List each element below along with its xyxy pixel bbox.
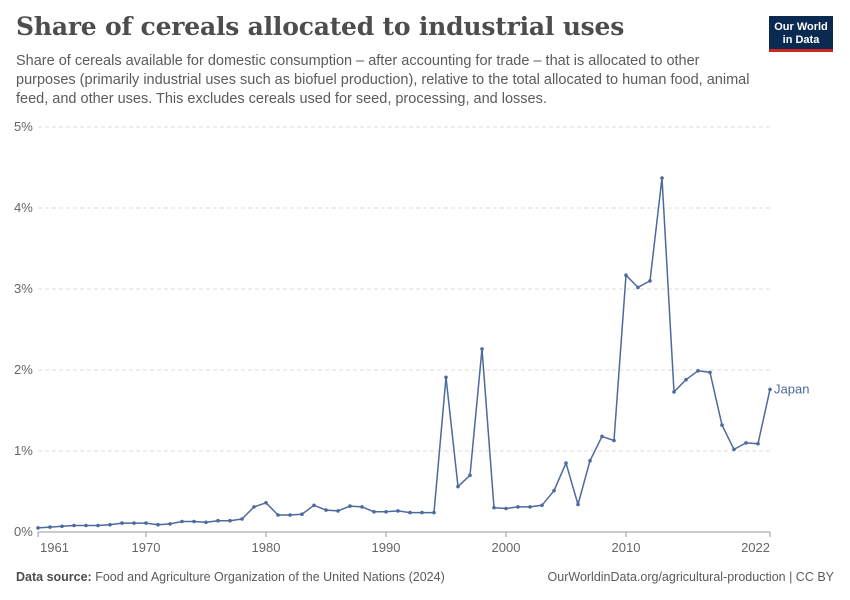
line-chart: 0% 1% 2% 3% 4% 5% 1961 1970 1980 1990 2000 2010 202… bbox=[14, 119, 809, 555]
data-point[interactable] bbox=[252, 505, 256, 509]
series-layer: Japan bbox=[36, 176, 809, 530]
logo-line-1: Our World bbox=[774, 21, 828, 33]
data-point[interactable] bbox=[516, 505, 520, 509]
data-point[interactable] bbox=[720, 423, 724, 427]
data-point[interactable] bbox=[732, 447, 736, 452]
logo-line-2: in Data bbox=[782, 34, 820, 46]
data-point[interactable] bbox=[504, 506, 508, 511]
data-point[interactable] bbox=[324, 508, 328, 512]
y-tick-label: 2% bbox=[14, 362, 33, 377]
data-point[interactable] bbox=[612, 438, 616, 443]
data-point[interactable] bbox=[168, 522, 172, 526]
data-point[interactable] bbox=[156, 522, 160, 527]
data-point[interactable] bbox=[276, 513, 280, 517]
data-point[interactable] bbox=[588, 458, 592, 463]
data-point[interactable] bbox=[480, 347, 484, 351]
grid-lines bbox=[38, 126, 770, 533]
y-tick-label: 3% bbox=[14, 281, 33, 296]
data-point[interactable] bbox=[240, 517, 244, 521]
data-point[interactable] bbox=[708, 370, 712, 375]
x-tick-label: 2022 bbox=[741, 540, 770, 555]
data-point[interactable] bbox=[420, 510, 424, 515]
series-line-japan bbox=[37, 177, 771, 529]
data-point[interactable] bbox=[648, 279, 652, 283]
data-source: Data source: Food and Agriculture Organi… bbox=[16, 570, 445, 584]
data-point[interactable] bbox=[660, 176, 664, 180]
data-point[interactable] bbox=[216, 518, 220, 523]
data-point[interactable] bbox=[396, 509, 400, 513]
data-point[interactable] bbox=[72, 523, 76, 528]
data-point[interactable] bbox=[528, 505, 532, 509]
data-point[interactable] bbox=[132, 521, 136, 525]
data-point[interactable] bbox=[540, 503, 544, 508]
data-point[interactable] bbox=[96, 523, 100, 528]
y-axis-ticks: 0% 1% 2% 3% 4% 5% bbox=[14, 119, 33, 539]
data-point[interactable] bbox=[84, 523, 88, 528]
data-point[interactable] bbox=[696, 369, 700, 373]
data-source-text: Food and Agriculture Organization of the… bbox=[95, 570, 445, 584]
y-tick-label: 4% bbox=[14, 200, 33, 215]
data-point[interactable] bbox=[624, 273, 628, 277]
data-point[interactable] bbox=[744, 441, 748, 445]
owid-logo[interactable]: Our World in Data bbox=[769, 16, 833, 52]
data-point[interactable] bbox=[492, 505, 496, 510]
data-point[interactable] bbox=[288, 513, 292, 517]
data-point[interactable] bbox=[108, 522, 112, 527]
data-point[interactable] bbox=[384, 510, 388, 514]
chart-title: Share of cereals allocated to industrial… bbox=[16, 12, 625, 41]
data-point[interactable] bbox=[360, 505, 364, 509]
data-point[interactable] bbox=[756, 441, 760, 446]
data-point[interactable] bbox=[48, 525, 52, 529]
data-point[interactable] bbox=[456, 484, 460, 489]
data-point[interactable] bbox=[564, 461, 568, 465]
x-tick-label: 1961 bbox=[40, 540, 69, 555]
data-source-label: Data source: bbox=[16, 570, 92, 584]
y-tick-label: 5% bbox=[14, 119, 33, 134]
x-tick-label: 1990 bbox=[372, 540, 401, 555]
data-point[interactable] bbox=[432, 510, 436, 515]
x-tick-label: 1970 bbox=[132, 540, 161, 555]
data-point[interactable] bbox=[228, 518, 232, 523]
data-point[interactable] bbox=[372, 510, 376, 514]
x-tick-label: 2000 bbox=[492, 540, 521, 555]
data-point[interactable] bbox=[408, 510, 412, 515]
data-point[interactable] bbox=[300, 512, 304, 516]
x-axis-ticks: 1961 1970 1980 1990 2000 2010 2022 bbox=[37, 532, 771, 555]
chart-subtitle: Share of cereals available for domestic … bbox=[16, 53, 750, 107]
x-tick-label: 1980 bbox=[252, 540, 281, 555]
data-point[interactable] bbox=[336, 509, 340, 513]
y-tick-label: 0% bbox=[14, 524, 33, 539]
data-point[interactable] bbox=[192, 519, 196, 524]
data-point[interactable] bbox=[636, 285, 640, 290]
series-label: Japan bbox=[774, 381, 809, 396]
data-point[interactable] bbox=[144, 521, 148, 525]
data-point[interactable] bbox=[672, 390, 676, 394]
x-tick-label: 2010 bbox=[612, 540, 641, 555]
data-point[interactable] bbox=[552, 488, 556, 493]
data-point[interactable] bbox=[60, 524, 64, 529]
data-point[interactable] bbox=[444, 375, 448, 380]
source-url-link[interactable]: OurWorldinData.org/agricultural-producti… bbox=[547, 570, 834, 584]
y-tick-label: 1% bbox=[14, 443, 33, 458]
data-point[interactable] bbox=[264, 501, 268, 505]
data-point[interactable] bbox=[768, 387, 772, 392]
data-point[interactable] bbox=[312, 503, 316, 508]
data-point[interactable] bbox=[684, 377, 688, 382]
data-point[interactable] bbox=[120, 521, 124, 525]
data-point[interactable] bbox=[204, 520, 208, 525]
data-point[interactable] bbox=[180, 519, 184, 524]
data-point[interactable] bbox=[576, 502, 580, 507]
data-point[interactable] bbox=[36, 526, 40, 530]
data-point[interactable] bbox=[600, 434, 604, 439]
data-point[interactable] bbox=[468, 473, 472, 478]
data-point[interactable] bbox=[348, 504, 352, 508]
